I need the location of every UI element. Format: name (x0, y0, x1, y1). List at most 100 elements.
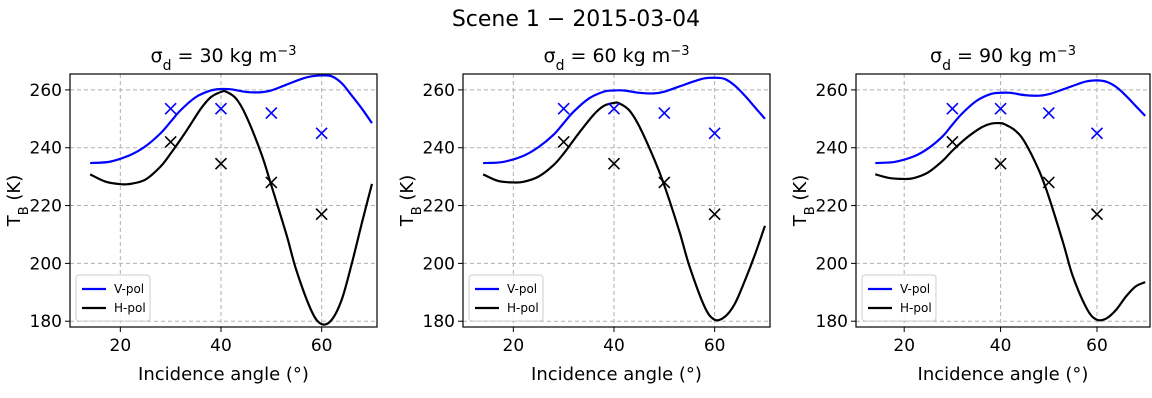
x-tick-label: 60 (1086, 336, 1108, 356)
x-tick-label: 40 (603, 336, 625, 356)
marker-stroke (994, 157, 1007, 170)
observation-marker (315, 127, 328, 140)
observation-marker (557, 135, 570, 149)
chart-panel-2: 20 40 60 180 200 220 240 260 σd = 60 kg m−3 Incid… (397, 44, 771, 385)
axes-frame (69, 73, 378, 328)
x-tick-label: 60 (704, 336, 726, 356)
series-line-v-pol (90, 74, 373, 165)
marker-stroke (708, 127, 721, 140)
observation-marker (1090, 208, 1104, 221)
y-axis-label: TB (K) (790, 175, 818, 228)
plot-area (482, 76, 767, 322)
x-tick-label: 60 (311, 336, 333, 356)
y-tick-label: 180 (30, 312, 62, 332)
observation-marker (315, 208, 328, 221)
series-line-h-pol (89, 89, 374, 326)
y-tick-label: 240 (423, 139, 455, 159)
marker-stroke (315, 127, 328, 140)
legend: V-pol H-pol (861, 274, 937, 322)
series-line-h-pol (482, 101, 767, 322)
y-tick-label: 220 (30, 197, 62, 217)
legend-box (468, 274, 544, 322)
observation-marker (658, 176, 671, 189)
legend-label: H-pol (114, 301, 146, 315)
series-line-h-pol (874, 121, 1146, 322)
observation-marker (214, 102, 228, 115)
plot-area (89, 74, 374, 326)
y-tick-label: 240 (30, 139, 62, 159)
marker-stroke (1090, 127, 1104, 140)
x-tick-label: 20 (503, 336, 525, 356)
legend: V-pol H-pol (75, 274, 151, 322)
marker-stroke (265, 176, 278, 189)
marker-stroke (315, 208, 328, 221)
series-line-v-pol (483, 76, 766, 165)
legend-label: V-pol (507, 282, 537, 296)
x-tick-label: 20 (110, 336, 132, 356)
marker-stroke (607, 102, 621, 115)
y-tick-label: 180 (423, 312, 455, 332)
y-axis-label: TB (K) (4, 175, 32, 228)
marker-stroke (557, 135, 570, 149)
observation-marker (265, 106, 278, 120)
marker-stroke (607, 157, 621, 170)
x-axis-label: Incidence angle (°) (138, 364, 309, 385)
observation-marker (994, 102, 1007, 115)
observation-marker (557, 102, 570, 115)
y-tick-label: 200 (30, 254, 62, 274)
marker-stroke (164, 102, 177, 115)
panel-title: σd = 90 kg m−3 (930, 44, 1076, 75)
observation-marker (164, 135, 177, 149)
marker-stroke (946, 102, 959, 115)
marker-stroke (265, 106, 278, 120)
x-axis-label: Incidence angle (°) (531, 364, 702, 385)
y-tick-label: 260 (30, 81, 62, 101)
legend-label: H-pol (507, 301, 539, 315)
legend-box (75, 274, 151, 322)
observation-marker (708, 208, 721, 221)
observation-marker (946, 102, 959, 115)
marker-stroke (994, 102, 1007, 115)
marker-stroke (1042, 106, 1055, 120)
marker-stroke (658, 176, 671, 189)
plot-area (874, 79, 1146, 322)
marker-stroke (946, 135, 959, 149)
legend-label: V-pol (114, 282, 144, 296)
observation-marker (214, 157, 228, 170)
chart-panel-3: 20 40 60 180 200 220 240 260 σd = 90 kg m−3 Incid… (790, 44, 1151, 385)
observation-marker (1042, 176, 1055, 189)
marker-stroke (708, 208, 721, 221)
marker-stroke (214, 157, 228, 170)
x-axis-label: Incidence angle (°) (918, 364, 1089, 385)
observation-marker (994, 157, 1007, 170)
x-tick-label: 40 (990, 336, 1012, 356)
x-tick-label: 40 (210, 336, 232, 356)
axes-frame (462, 73, 771, 328)
y-axis-label: TB (K) (397, 175, 425, 228)
y-tick-label: 200 (423, 254, 455, 274)
observation-marker (265, 176, 278, 189)
marker-stroke (164, 135, 177, 149)
y-tick-label: 220 (816, 197, 848, 217)
y-tick-label: 220 (423, 197, 455, 217)
chart-panel-1: 20 40 60 180 200 220 240 260 σd = 30 kg m−3 Incid… (4, 44, 378, 385)
y-tick-label: 180 (816, 312, 848, 332)
legend-label: V-pol (900, 282, 930, 296)
panel-title: σd = 60 kg m−3 (544, 44, 690, 75)
y-tick-label: 240 (816, 139, 848, 159)
series-line-v-pol (875, 79, 1146, 165)
observation-marker (164, 102, 177, 115)
observation-marker (607, 157, 621, 170)
y-tick-label: 200 (816, 254, 848, 274)
marker-stroke (214, 102, 228, 115)
y-tick-label: 260 (423, 81, 455, 101)
observation-marker (708, 127, 721, 140)
legend: V-pol H-pol (468, 274, 544, 322)
observation-marker (1042, 106, 1055, 120)
observation-marker (658, 106, 671, 120)
marker-stroke (1042, 176, 1055, 189)
observation-marker (607, 102, 621, 115)
observation-marker (1090, 127, 1104, 140)
legend-box (861, 274, 937, 322)
